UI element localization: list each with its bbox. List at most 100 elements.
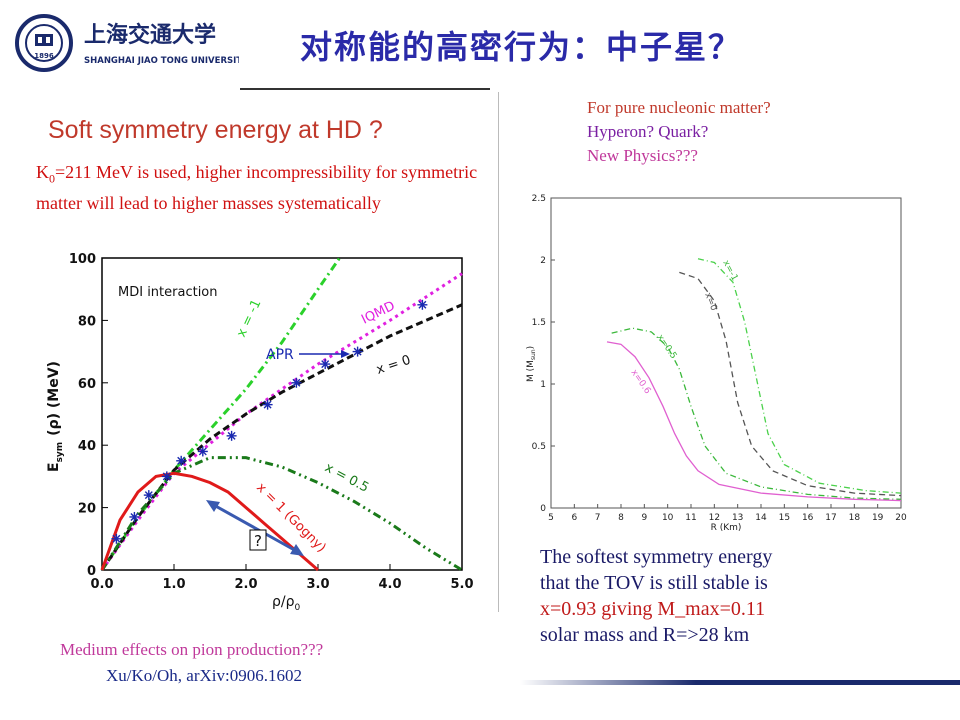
medium-effects-question: Medium effects on pion production??? bbox=[60, 640, 324, 659]
series-line-1 bbox=[100, 272, 463, 571]
x-axis-label: ρ/ρ0 bbox=[272, 594, 301, 610]
x-tick-label: 1.0 bbox=[162, 577, 185, 592]
mr-x-tick-label: 7 bbox=[595, 513, 601, 523]
mr-y-tick-label: 2 bbox=[540, 256, 546, 266]
question-new-physics: New Physics??? bbox=[587, 146, 698, 165]
apr-label: APR bbox=[266, 347, 294, 363]
apr-point bbox=[262, 399, 273, 410]
xlabel-subscript: 0 bbox=[295, 603, 301, 610]
university-english-name: SHANGHAI JIAO TONG UNIVERSITY bbox=[84, 56, 239, 66]
y-tick-label: 0 bbox=[87, 564, 96, 579]
mr-x-tick-label: 12 bbox=[709, 513, 720, 523]
slide-subtitle: Soft symmetry energy at HD ? bbox=[48, 116, 383, 144]
y-tick-label: 40 bbox=[78, 439, 96, 454]
mr-x-tick-label: 8 bbox=[618, 513, 624, 523]
apr-point bbox=[226, 430, 237, 441]
symmetry-energy-chart: 0.0 1.0 2.0 3.0 4.0 5.0 0 20 40 60 80 100 MDI inter… bbox=[44, 242, 484, 613]
mr-x-tick-label: 20 bbox=[895, 513, 907, 523]
xlabel-main: ρ/ρ bbox=[272, 594, 295, 610]
apr-point bbox=[352, 346, 363, 357]
mr-series-line-3 bbox=[606, 341, 902, 502]
university-logo: 1896 上海交通大学 SHANGHAI JIAO TONG UNIVERSIT… bbox=[14, 12, 249, 74]
mr-ylabel-end: ) bbox=[526, 346, 536, 350]
apr-point bbox=[197, 446, 208, 457]
x-tick-label: 4.0 bbox=[378, 577, 401, 592]
mr-x-tick-label: 18 bbox=[849, 513, 861, 523]
k0-subscript: 0 bbox=[49, 171, 55, 186]
mr-x-tick-label: 17 bbox=[825, 513, 836, 523]
conclusion-text: The softest symmetry energy that the TOV… bbox=[540, 544, 870, 648]
conclusion-line-4: solar mass and R=>28 km bbox=[540, 624, 750, 646]
mr-series-line-0 bbox=[697, 258, 902, 494]
matter-questions: For pure nucleonic matter? Hyperon? Quar… bbox=[587, 96, 771, 168]
mr-x-tick-label: 16 bbox=[802, 513, 814, 523]
mr-y-tick-label: 0 bbox=[540, 504, 546, 514]
y-tick-label: 20 bbox=[78, 502, 96, 517]
x-tick-label: 5.0 bbox=[450, 577, 473, 592]
y-tick-label: 80 bbox=[78, 314, 96, 329]
plot-frame bbox=[101, 257, 463, 571]
incompressibility-note: K0=211 MeV is used, higher incompressibi… bbox=[36, 160, 496, 215]
mr-y-tick-label: 1 bbox=[540, 380, 546, 390]
seal-year: 1896 bbox=[34, 52, 54, 60]
mr-x-tick-label: 10 bbox=[662, 513, 674, 523]
mr-y-tick-label: 1.5 bbox=[532, 318, 546, 328]
arrowhead-right bbox=[290, 544, 304, 556]
question-hyperon: Hyperon? Quark? bbox=[587, 122, 709, 141]
mr-series-line-1 bbox=[679, 271, 902, 497]
apr-point bbox=[129, 511, 140, 522]
citation: Xu/Ko/Oh, arXiv:0906.1602 bbox=[106, 666, 302, 685]
arrowhead-left bbox=[206, 500, 220, 512]
apr-point bbox=[143, 490, 154, 501]
apr-point bbox=[291, 377, 302, 388]
k0-note-text: =211 MeV is used, higher incompressibili… bbox=[36, 162, 478, 213]
x-tick-label: 2.0 bbox=[234, 577, 257, 592]
mass-radius-chart: 5 6 7 8 9 10 11 12 13 14 15 16 17 18 19 20 0 0.5 1 1.5 2 2.5 … bbox=[511, 182, 921, 533]
mr-y-tick-label: 2.5 bbox=[532, 194, 546, 204]
apr-point bbox=[161, 471, 172, 482]
mr-x-tick-label: 14 bbox=[755, 513, 767, 523]
mr-x-tick-label: 6 bbox=[571, 513, 577, 523]
mr-y-tick-label: 0.5 bbox=[532, 442, 546, 452]
k0-symbol: K bbox=[36, 162, 49, 182]
mr-ylabel-sub: sun bbox=[530, 349, 537, 360]
ylabel-subscript: sym bbox=[55, 442, 65, 463]
bottom-accent-bar bbox=[520, 680, 960, 685]
question-box bbox=[249, 529, 267, 551]
x-tick-label: 0.0 bbox=[90, 577, 113, 592]
series-line-4 bbox=[100, 471, 319, 572]
svg-text:M (Msun): M (Msun) bbox=[526, 346, 537, 382]
conclusion-line-1: The softest symmetry energy bbox=[540, 546, 773, 568]
mr-x-tick-label: 5 bbox=[548, 513, 554, 523]
ylabel-suffix: (ρ) (MeV) bbox=[46, 361, 62, 436]
university-seal-icon: 1896 bbox=[15, 14, 73, 72]
question-nucleonic: For pure nucleonic matter? bbox=[587, 98, 771, 117]
svg-text:Esym(ρ) (MeV): Esym (ρ) (MeV) bbox=[46, 361, 65, 472]
conclusion-line-2: that the TOV is still stable is bbox=[540, 572, 768, 594]
y-tick-label: 100 bbox=[69, 252, 96, 267]
inner-title: MDI interaction bbox=[118, 285, 218, 300]
title-underline bbox=[240, 88, 490, 90]
mr-x-axis-label: R (Km) bbox=[711, 523, 742, 532]
mr-x-tick-label: 19 bbox=[872, 513, 884, 523]
university-chinese-name: 上海交通大学 bbox=[84, 22, 216, 48]
mr-series-line-2 bbox=[611, 327, 902, 500]
plot-frame-right bbox=[550, 197, 902, 509]
apr-point bbox=[320, 359, 331, 370]
apr-point bbox=[417, 299, 428, 310]
x-tick-label: 3.0 bbox=[306, 577, 329, 592]
panel-divider bbox=[498, 92, 499, 612]
mr-x-tick-label: 11 bbox=[685, 513, 696, 523]
double-arrow bbox=[211, 502, 299, 554]
mr-x-tick-label: 9 bbox=[641, 513, 647, 523]
question-mark: ? bbox=[254, 532, 262, 550]
apr-arrowhead bbox=[341, 350, 350, 358]
page-title: 对称能的高密行为：中子星？ bbox=[300, 28, 743, 66]
apr-point bbox=[111, 533, 122, 544]
mr-x-tick-label: 13 bbox=[732, 513, 743, 523]
series-line-3 bbox=[100, 456, 463, 572]
mr-x-tick-label: 15 bbox=[779, 513, 790, 523]
mr-ylabel: M (M bbox=[526, 360, 536, 382]
apr-point bbox=[176, 455, 187, 466]
conclusion-highlight: x=0.93 giving M_max=0.11 bbox=[540, 598, 766, 620]
